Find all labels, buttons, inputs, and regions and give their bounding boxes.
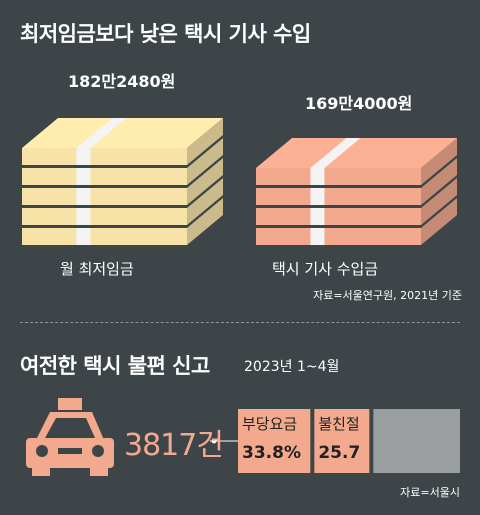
bill-bundle-front	[22, 228, 187, 245]
bill-bundle-strap	[76, 228, 91, 245]
cash-stack-icon	[22, 118, 223, 245]
bar-value-label: 33.8%	[242, 443, 301, 463]
bill-bundle-front	[22, 188, 187, 205]
min-wage-amount: 182만2480원	[68, 72, 176, 91]
bill-bundle-top	[22, 118, 223, 148]
section-date: 2023년 1~4월	[244, 359, 340, 375]
min-wage-label: 월 최저임금	[60, 260, 134, 278]
bill-bundle-strap	[76, 208, 91, 225]
bill-bundle-strap	[76, 188, 91, 205]
bill-bundle-strap	[310, 228, 325, 245]
bill-bundle-side	[187, 118, 223, 165]
bill-bundle-strap	[310, 188, 325, 205]
bill-bundle-front	[22, 208, 187, 225]
bar-segment-2	[373, 409, 460, 473]
bill-bundle-side	[421, 138, 457, 185]
cash-stack-icon	[256, 138, 457, 245]
bill-bundle-side	[187, 178, 223, 225]
taxi-income-amount: 169만4000원	[305, 94, 413, 113]
bill-bundle-front	[22, 168, 187, 185]
bill-bundle-front	[256, 168, 421, 185]
section-title: 여전한 택시 불편 신고	[20, 354, 210, 378]
bar-category-label: 불친절	[318, 415, 360, 433]
bill-bundle-side	[187, 158, 223, 205]
bill-bundle-front	[256, 228, 421, 245]
bill-bundle-strap	[310, 138, 361, 168]
bill-bundle-front	[256, 188, 421, 205]
bill-bundle-strap	[310, 168, 325, 185]
section-divider	[20, 322, 460, 323]
bill-bundle-side	[187, 138, 223, 185]
bill-bundle-side	[421, 178, 457, 225]
bill-bundle-front	[256, 208, 421, 225]
source-note-bottom: 자료=서울시	[400, 486, 460, 499]
bill-bundle-strap	[76, 148, 91, 165]
count-connector	[210, 438, 238, 444]
complaint-total: 3817건	[124, 428, 224, 463]
bill-bundle-side	[421, 158, 457, 205]
bill-bundle-strap	[76, 168, 91, 185]
bill-bundle-front	[22, 148, 187, 165]
bill-bundle-side	[187, 198, 223, 245]
source-note-top: 자료=서울연구원, 2021년 기준	[313, 289, 462, 302]
taxi-icon	[26, 398, 114, 476]
bar-segment-1	[314, 409, 370, 473]
bill-bundle-strap	[310, 208, 325, 225]
bar-segment-0	[238, 409, 311, 473]
bill-bundle-side	[421, 198, 457, 245]
taxi-income-label: 택시 기사 수입금	[272, 260, 379, 278]
bill-bundle-top	[256, 138, 457, 168]
complaint-bar-chart	[238, 409, 460, 473]
main-title: 최저임금보다 낮은 택시 기사 수입	[20, 22, 311, 46]
bill-bundle-strap	[76, 118, 127, 148]
bar-category-label: 부당요금	[242, 415, 298, 433]
bar-value-label: 25.7	[318, 443, 361, 463]
